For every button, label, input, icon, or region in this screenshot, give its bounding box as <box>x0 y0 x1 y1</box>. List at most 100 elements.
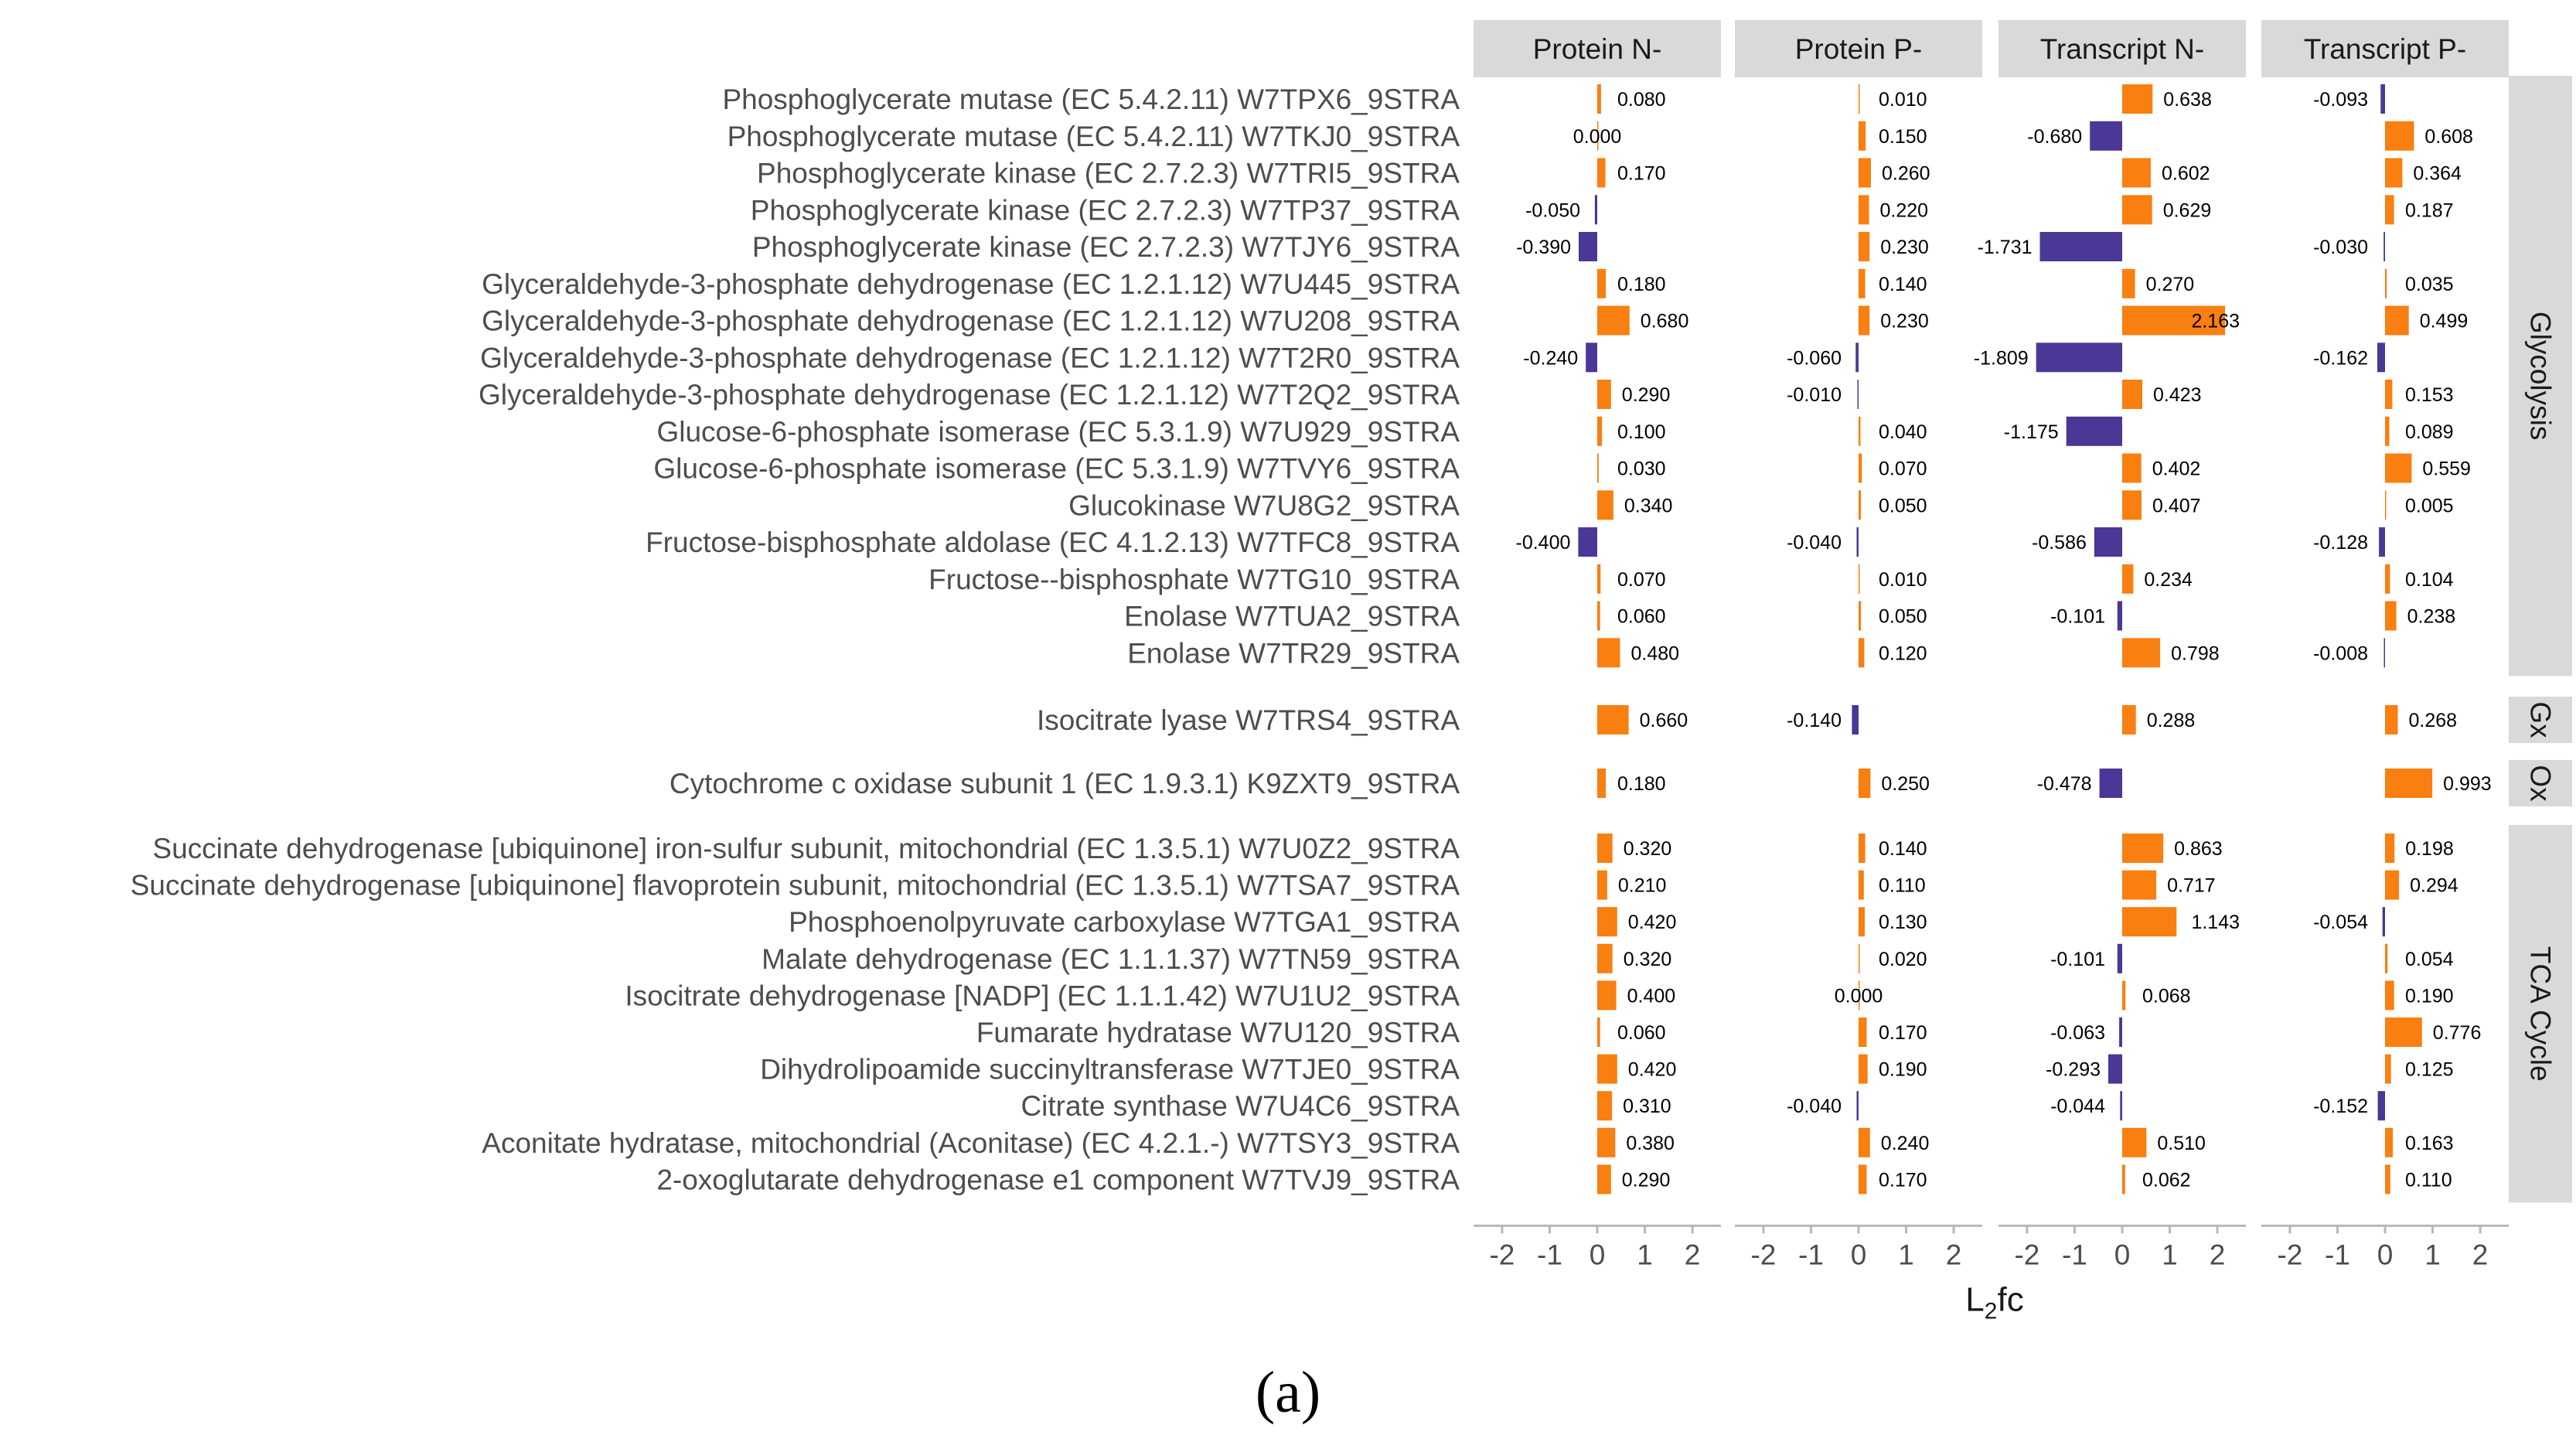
bar-transcript-n-2 <box>2090 121 2122 151</box>
bar-transcript-n-23 <box>2122 980 2126 1011</box>
value-label-transcript-p-11: 0.559 <box>2422 458 2471 480</box>
category-label-18: Cytochrome c oxidase subunit 1 (EC 1.9.3… <box>670 768 1460 799</box>
bar-transcript-n-3 <box>2122 158 2151 188</box>
value-label-transcript-p-17: 0.268 <box>2409 710 2458 731</box>
value-label-protein-p-26: -0.040 <box>1787 1096 1842 1117</box>
value-label-protein-p-12: 0.050 <box>1879 495 1927 516</box>
value-label-protein-p-8: -0.060 <box>1787 347 1842 369</box>
value-label-transcript-n-12: 0.407 <box>2152 495 2201 516</box>
value-label-transcript-p-4: 0.187 <box>2405 199 2454 221</box>
bar-transcript-n-1 <box>2122 84 2153 114</box>
value-label-transcript-n-27: 0.510 <box>2157 1133 2206 1154</box>
value-label-protein-p-19: 0.140 <box>1879 838 1927 860</box>
value-label-protein-n-18: 0.180 <box>1617 773 1666 795</box>
bar-protein-p-24 <box>1859 1017 1867 1047</box>
category-label-14: Fructose--bisphosphate W7TG10_9STRA <box>929 564 1460 595</box>
value-label-protein-p-20: 0.110 <box>1879 875 1926 897</box>
value-label-protein-n-10: 0.100 <box>1617 421 1666 443</box>
bar-transcript-p-20 <box>2385 870 2400 900</box>
value-label-transcript-n-21: 1.143 <box>2191 912 2240 933</box>
x-tick-label-protein-n-1: 1 <box>1637 1239 1653 1270</box>
value-label-transcript-p-22: 0.054 <box>2405 949 2454 970</box>
value-label-protein-p-23: 0.000 <box>1835 985 1883 1007</box>
value-label-protein-p-22: 0.020 <box>1879 949 1927 970</box>
category-label-20: Succinate dehydrogenase [ubiquinone] fla… <box>131 870 1460 902</box>
value-label-transcript-n-15: -0.101 <box>2050 606 2105 628</box>
bar-protein-p-16 <box>1859 638 1865 668</box>
x-axis-title: L2fc <box>1965 1280 2023 1324</box>
bar-transcript-n-17 <box>2122 705 2136 735</box>
x-tick-label-transcript-p-2: 2 <box>2472 1239 2489 1270</box>
bar-transcript-p-7 <box>2385 305 2409 336</box>
bar-transcript-p-8 <box>2377 343 2385 373</box>
value-label-transcript-n-19: 0.863 <box>2174 838 2223 860</box>
bar-protein-n-27 <box>1597 1127 1616 1157</box>
value-label-protein-p-25: 0.190 <box>1879 1059 1927 1081</box>
value-label-transcript-n-10: -1.175 <box>2004 421 2059 443</box>
bar-protein-n-24 <box>1597 1017 1600 1047</box>
x-tick-label-protein-p-1: -1 <box>1798 1239 1824 1270</box>
bar-transcript-n-28 <box>2122 1164 2125 1195</box>
bar-transcript-p-28 <box>2385 1164 2390 1195</box>
bar-transcript-n-27 <box>2122 1127 2147 1157</box>
bar-protein-p-9 <box>1857 380 1859 409</box>
bar-transcript-n-11 <box>2122 453 2142 483</box>
value-label-protein-p-15: 0.050 <box>1879 606 1927 628</box>
value-label-protein-n-21: 0.420 <box>1628 912 1677 933</box>
category-label-9: Glyceraldehyde-3-phosphate dehydrogenase… <box>479 379 1460 411</box>
bar-transcript-p-10 <box>2385 416 2390 446</box>
value-label-transcript-n-1: 0.638 <box>2163 89 2212 111</box>
value-label-transcript-p-13: -0.128 <box>2313 532 2368 554</box>
category-label-15: Enolase W7TUA2_9STRA <box>1124 601 1460 632</box>
bar-transcript-p-23 <box>2385 980 2394 1011</box>
bar-protein-p-17 <box>1852 705 1859 735</box>
value-label-protein-p-24: 0.170 <box>1879 1022 1927 1044</box>
value-label-transcript-p-16: -0.008 <box>2313 642 2368 664</box>
bar-protein-p-10 <box>1859 416 1861 446</box>
bar-protein-p-7 <box>1859 305 1870 336</box>
value-label-transcript-p-20: 0.294 <box>2410 875 2458 897</box>
bar-protein-n-1 <box>1597 84 1601 114</box>
value-label-protein-n-19: 0.320 <box>1624 838 1672 860</box>
bar-protein-p-18 <box>1859 769 1871 798</box>
x-tick-label-transcript-n-0: 0 <box>2114 1239 2131 1270</box>
category-label-1: Phosphoglycerate mutase (EC 5.4.2.11) W7… <box>722 84 1460 115</box>
category-label-17: Isocitrate lyase W7TRS4_9STRA <box>1037 704 1460 736</box>
bar-transcript-n-24 <box>2119 1017 2122 1047</box>
category-label-23: Isocitrate dehydrogenase [NADP] (EC 1.1.… <box>625 980 1460 1011</box>
x-tick-label-transcript-n-1: 1 <box>2162 1239 2178 1270</box>
bar-transcript-n-4 <box>2122 195 2152 225</box>
bar-transcript-p-16 <box>2383 638 2385 668</box>
bar-protein-p-3 <box>1859 158 1871 188</box>
value-label-protein-p-4: 0.220 <box>1880 199 1929 221</box>
group-label-ox: Ox <box>2525 765 2557 802</box>
value-label-protein-n-2: 0.000 <box>1573 126 1622 148</box>
bar-protein-p-15 <box>1859 601 1862 631</box>
bar-protein-n-12 <box>1597 490 1613 520</box>
value-label-protein-p-3: 0.260 <box>1882 163 1930 185</box>
group-label-tca-cycle: TCA Cycle <box>2525 946 2557 1082</box>
x-tick-label-protein-n-1: -1 <box>1537 1239 1562 1270</box>
value-label-transcript-n-5: -1.731 <box>1978 237 2033 258</box>
value-label-transcript-p-7: 0.499 <box>2420 311 2469 332</box>
value-label-protein-n-22: 0.320 <box>1624 949 1672 970</box>
bar-protein-n-14 <box>1597 564 1601 594</box>
value-label-protein-n-14: 0.070 <box>1617 569 1666 591</box>
group-label-glycolysis: Glycolysis <box>2525 312 2557 441</box>
value-label-protein-p-2: 0.150 <box>1879 126 1927 148</box>
value-label-transcript-p-23: 0.190 <box>2405 985 2454 1007</box>
bar-protein-n-23 <box>1597 980 1617 1011</box>
bar-protein-n-22 <box>1597 943 1613 973</box>
bar-protein-n-21 <box>1597 907 1617 937</box>
bar-protein-p-2 <box>1859 121 1866 151</box>
bar-protein-p-14 <box>1859 564 1860 594</box>
bar-protein-p-4 <box>1859 195 1869 225</box>
bar-protein-p-13 <box>1856 527 1859 557</box>
value-label-protein-n-20: 0.210 <box>1618 875 1667 897</box>
value-label-protein-p-27: 0.240 <box>1881 1133 1930 1154</box>
value-label-transcript-p-26: -0.152 <box>2313 1096 2368 1117</box>
bar-transcript-n-10 <box>2066 416 2122 446</box>
bar-transcript-p-26 <box>2377 1091 2385 1121</box>
bar-transcript-n-9 <box>2122 380 2142 409</box>
